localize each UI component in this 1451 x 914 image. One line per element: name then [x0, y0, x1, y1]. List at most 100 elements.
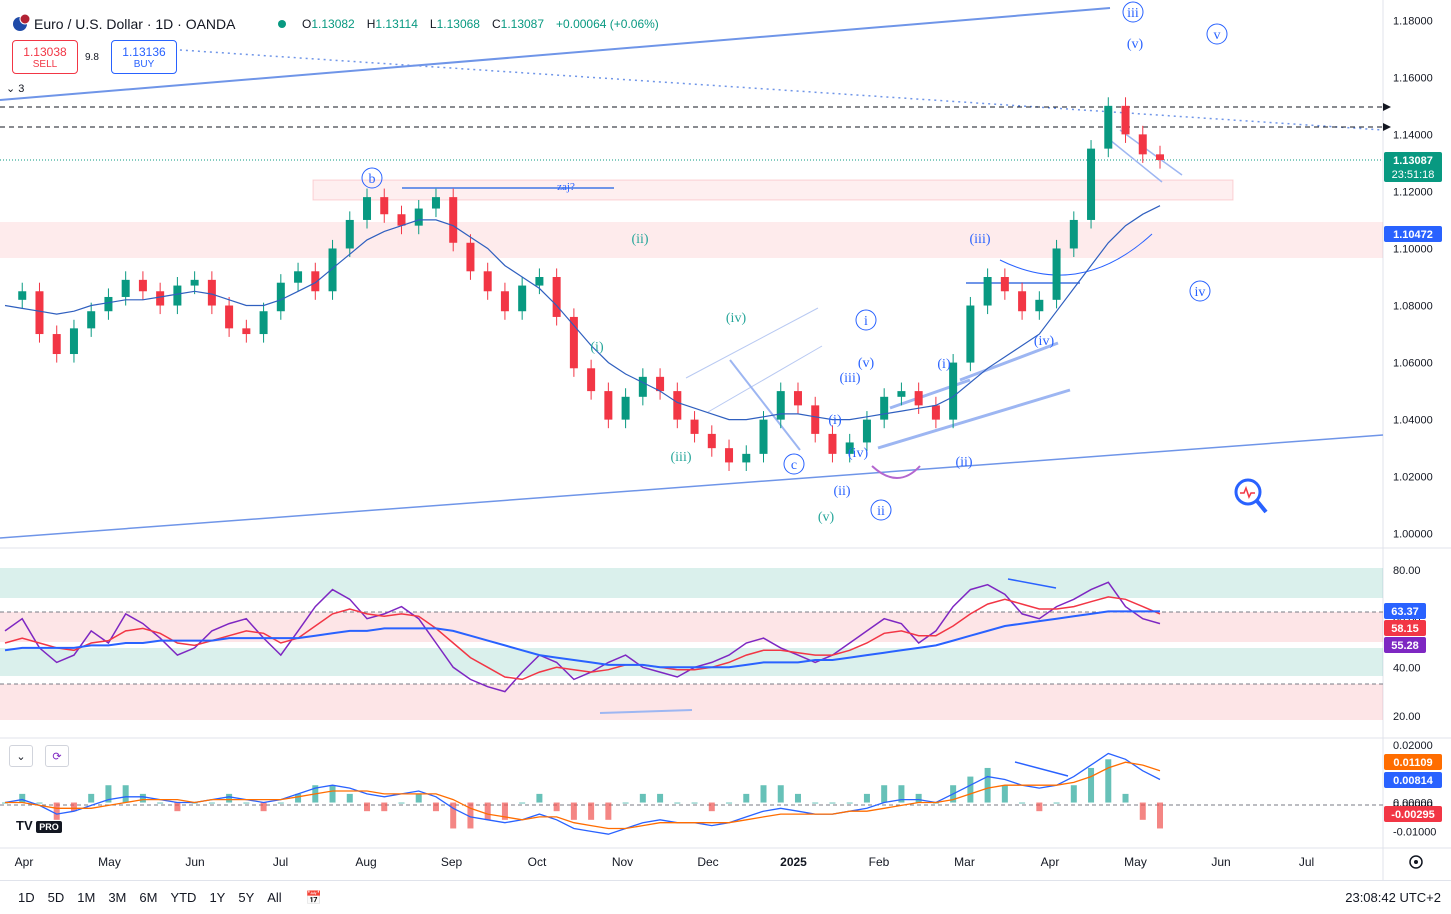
- macd-histogram-bar: [398, 802, 405, 804]
- indicators-toggle[interactable]: ⌄ 3: [6, 83, 25, 95]
- wave-label: (i): [937, 357, 951, 372]
- sell-button[interactable]: 1.13038 SELL: [12, 40, 78, 74]
- candle-body: [638, 376, 647, 397]
- wave-label-circle: [783, 453, 805, 475]
- dotted-trendline[interactable]: [149, 47, 1384, 131]
- candle-body: [345, 219, 354, 249]
- upper-channel-line[interactable]: [0, 7, 1111, 101]
- macd-histogram-bar: [432, 802, 439, 812]
- macd-histogram-bar: [1019, 802, 1026, 804]
- y-tick-label: 1.06000: [1393, 358, 1433, 370]
- macd-signal-line: [5, 761, 1161, 830]
- y-tick-label: 20.00: [1393, 711, 1421, 723]
- wave-label-circle: [1122, 1, 1144, 23]
- x-tick-label: Apr: [1041, 855, 1060, 869]
- ohlc-l: L1.13068: [429, 17, 480, 31]
- candle-body: [793, 391, 802, 406]
- candle-body: [1069, 219, 1078, 249]
- sync-icon[interactable]: ⟳: [45, 745, 69, 767]
- macd-histogram-bar: [605, 802, 612, 820]
- macd-tag-bg: [1384, 772, 1442, 788]
- candle-body: [656, 376, 665, 392]
- range-3m[interactable]: 3M: [108, 890, 127, 905]
- y-tick-label: 1.08000: [1393, 301, 1433, 313]
- range-1d[interactable]: 1D: [18, 890, 35, 905]
- macd-histogram-bar: [467, 802, 474, 829]
- macd-histogram-bar: [53, 802, 60, 820]
- settings-icon[interactable]: [1409, 855, 1423, 869]
- tradingview-logo: TV PRO: [16, 818, 62, 833]
- x-tick-label: Dec: [697, 855, 718, 869]
- x-tick-label: Sep: [441, 855, 463, 869]
- x-tick-label: 2025: [780, 855, 807, 869]
- range-1y[interactable]: 1Y: [209, 890, 226, 905]
- macd-histogram-bar: [846, 802, 853, 804]
- ohlc-change: +0.00064 (+0.06%): [556, 17, 659, 31]
- wave-label: iii: [1127, 6, 1139, 21]
- x-tick-label: Jun: [1211, 855, 1230, 869]
- rsi-slow-tag: 63.37: [1391, 606, 1419, 618]
- candle-body: [1018, 291, 1027, 312]
- candle-body: [535, 277, 544, 286]
- candle-body: [725, 448, 734, 463]
- buy-button[interactable]: 1.13136 BUY: [111, 40, 177, 74]
- candle-body: [931, 405, 940, 420]
- macd-hist-tag: -0.00295: [1391, 809, 1434, 821]
- wave-label: (i): [828, 413, 842, 428]
- lower-channel-line[interactable]: [0, 434, 1384, 539]
- macd-histogram-bar: [208, 802, 215, 804]
- wave-label-circle: [1206, 23, 1228, 45]
- sell-price: 1.13038: [23, 44, 67, 59]
- rsi-fast-ma-line: [4, 596, 1161, 681]
- macd-histogram-bar: [174, 802, 181, 812]
- candle-body: [311, 271, 320, 292]
- macd-signal-tag-bg: [1384, 754, 1442, 770]
- range-1m[interactable]: 1M: [77, 890, 96, 905]
- y-tick-label: 1.10000: [1393, 243, 1433, 255]
- range-6m[interactable]: 6M: [139, 890, 158, 905]
- x-tick-label: May: [1124, 855, 1147, 869]
- macd-histogram-bar: [501, 802, 508, 820]
- candle-body: [104, 296, 113, 312]
- ohlc-h: H1.13114: [366, 17, 418, 31]
- candle-body: [914, 391, 923, 406]
- symbol-title[interactable]: Euro / U.S. Dollar · 1D · OANDA: [34, 16, 236, 32]
- calendar-icon[interactable]: 📅: [305, 889, 322, 905]
- candle-body: [87, 311, 96, 329]
- y-tick-label: 40.00: [1393, 662, 1421, 674]
- wave-label: ii: [877, 504, 885, 519]
- macd-signal-tag: 0.01109: [1393, 757, 1432, 769]
- range-ytd[interactable]: YTD: [170, 890, 197, 905]
- candle-body: [156, 291, 165, 306]
- candle-body: [1000, 277, 1009, 292]
- y-tick-label: 0.02000: [1393, 740, 1433, 752]
- wave-label: (ii): [833, 484, 850, 499]
- candle-body: [552, 277, 561, 317]
- candle-body: [190, 279, 199, 286]
- macd-histogram-bar: [19, 793, 26, 803]
- range-all[interactable]: All: [267, 890, 282, 905]
- wave-label: b: [369, 172, 376, 187]
- macd-histogram-bar: [364, 802, 371, 812]
- candle-body: [828, 433, 837, 454]
- candle-body: [121, 279, 130, 297]
- macd-histogram-bar: [226, 793, 233, 803]
- macd-histogram-bar: [1001, 785, 1008, 803]
- market-open-dot: [278, 20, 286, 28]
- wave-label: (ii): [955, 455, 972, 470]
- candle-body: [138, 279, 147, 292]
- macd-hist-tag-bg: [1384, 806, 1442, 822]
- rsi-fast-tag: 58.15: [1391, 623, 1419, 635]
- macd-histogram-bar: [519, 802, 526, 804]
- magnifier-icon[interactable]: [1234, 478, 1268, 514]
- macd-histogram-bar: [1036, 802, 1043, 812]
- candle-body: [1052, 248, 1061, 300]
- candle-body: [707, 433, 716, 449]
- collapse-chevron-icon[interactable]: ⌄: [9, 745, 33, 767]
- range-5d[interactable]: 5D: [47, 890, 65, 905]
- range-5y[interactable]: 5Y: [238, 890, 255, 905]
- wave-label: zaj?: [557, 181, 575, 193]
- candle-body: [397, 214, 406, 226]
- macd-histogram-bar: [260, 802, 267, 812]
